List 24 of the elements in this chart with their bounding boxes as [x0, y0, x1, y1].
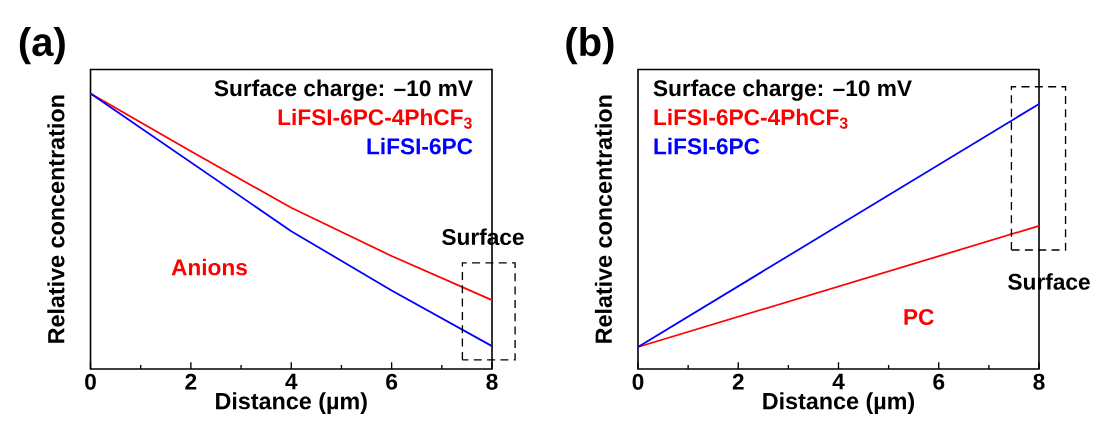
- annotation: Anions: [171, 258, 247, 276]
- x-tick-label: 4: [285, 373, 298, 390]
- text: LiFSI-6PC: [367, 137, 473, 155]
- text: LiFSI-6PC: [654, 137, 760, 155]
- x-axis-title: Distance (µm): [216, 392, 367, 414]
- y-axis-title: Relative concentration: [47, 95, 65, 343]
- legend-title: Surface charge: –10 mV: [214, 79, 473, 101]
- x-tick-label: 6: [933, 373, 945, 390]
- text: LiFSI-6PC-4PhCF$_{3}$: [654, 108, 848, 129]
- x-tick-label: 0: [85, 373, 96, 390]
- x-tick-label: 4: [832, 373, 845, 390]
- legend-title: Surface charge: –10 mV: [653, 79, 912, 101]
- annotation: PC: [904, 309, 934, 326]
- text: LiFSI-6PC-4PhCF$_{3}$: [278, 108, 472, 129]
- x-tick-label: 2: [732, 373, 744, 390]
- x-tick-label: 8: [486, 373, 498, 390]
- x-axis-title: Distance (µm): [763, 392, 915, 414]
- x-tick-label: 8: [1033, 373, 1045, 390]
- chart-title: (b): [566, 26, 614, 65]
- x-tick-label: 2: [185, 373, 197, 390]
- chart-title: (a): [19, 26, 65, 65]
- y-axis-title: Relative concentration: [594, 95, 612, 343]
- x-tick-label: 6: [386, 373, 398, 390]
- x-tick-label: 0: [632, 373, 644, 390]
